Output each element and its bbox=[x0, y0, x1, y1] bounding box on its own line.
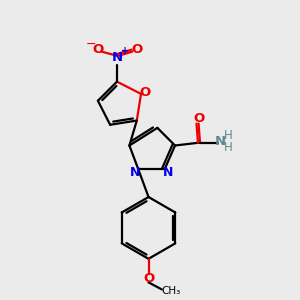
Text: CH₃: CH₃ bbox=[162, 286, 181, 296]
Text: O: O bbox=[131, 43, 142, 56]
Text: N: N bbox=[214, 135, 226, 148]
Text: O: O bbox=[92, 43, 104, 56]
Text: O: O bbox=[193, 112, 204, 124]
Text: O: O bbox=[139, 86, 150, 99]
Text: N: N bbox=[112, 51, 123, 64]
Text: H: H bbox=[224, 129, 232, 142]
Text: H: H bbox=[224, 141, 232, 154]
Text: −: − bbox=[85, 38, 96, 51]
Text: N: N bbox=[130, 166, 140, 179]
Text: O: O bbox=[143, 272, 154, 285]
Text: +: + bbox=[121, 46, 129, 56]
Text: N: N bbox=[163, 166, 173, 179]
